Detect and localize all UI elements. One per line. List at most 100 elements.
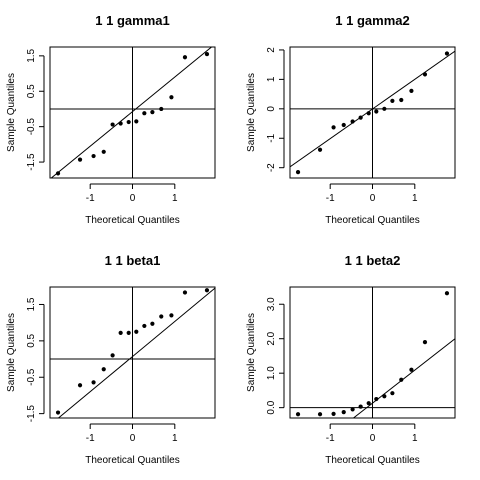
data-point xyxy=(331,411,336,416)
data-point xyxy=(142,111,147,116)
data-point xyxy=(110,122,115,127)
y-tick-label: -1 xyxy=(266,133,277,142)
y-tick-label: 1.0 xyxy=(266,366,277,380)
qq-panel-1: 1 1 gamma1 -1 0 1 -1.5 -0.5 0.5 1.5 Theoretical … xyxy=(6,13,216,226)
x-axis-label: Theoretical Quantiles xyxy=(325,215,420,226)
data-point xyxy=(295,412,301,417)
y-tick-label: -1.5 xyxy=(26,153,37,171)
panel-title: 1 1 beta1 xyxy=(105,253,161,268)
data-point xyxy=(358,404,363,409)
x-tick-label: 1 xyxy=(412,433,418,444)
x-tick-label: -1 xyxy=(86,433,95,444)
data-point xyxy=(159,314,164,319)
y-tick-label: 0.5 xyxy=(26,84,37,98)
y-axis-label: Sample Quantiles xyxy=(6,73,17,152)
data-point xyxy=(409,367,414,372)
data-point xyxy=(101,149,106,154)
data-point xyxy=(150,321,155,326)
data-point xyxy=(142,323,147,329)
y-tick-label: 0.0 xyxy=(266,400,277,414)
data-point xyxy=(358,115,363,120)
data-point xyxy=(55,171,61,176)
x-tick-label: 0 xyxy=(370,433,376,444)
y-tick-label: 0 xyxy=(266,106,277,112)
data-point xyxy=(126,119,131,125)
y-axis-label: Sample Quantiles xyxy=(246,73,257,152)
data-point xyxy=(390,391,395,396)
data-point xyxy=(374,109,379,114)
qq-reference-line xyxy=(58,287,215,418)
data-point xyxy=(91,380,96,385)
data-point xyxy=(118,121,123,126)
data-point xyxy=(341,410,346,415)
y-tick-label: 1.5 xyxy=(26,48,37,62)
panel-title: 1 1 gamma2 xyxy=(335,13,409,28)
x-tick-label: 1 xyxy=(172,193,178,204)
panels-container: 1 1 gamma1 -1 0 1 -1.5 -0.5 0.5 1.5 Theoretical … xyxy=(6,13,456,466)
x-axis-label: Theoretical Quantiles xyxy=(85,215,180,226)
data-point xyxy=(134,329,139,334)
qq-reference-line xyxy=(290,50,455,168)
data-point xyxy=(350,407,355,412)
x-tick-label: -1 xyxy=(326,433,335,444)
data-point xyxy=(77,383,83,388)
data-point xyxy=(204,288,210,293)
data-point xyxy=(118,330,123,335)
data-point xyxy=(331,125,336,130)
data-point xyxy=(169,95,174,100)
data-point xyxy=(159,106,164,112)
panel-title: 1 1 gamma1 xyxy=(95,13,169,28)
x-axis-label: Theoretical Quantiles xyxy=(325,455,420,466)
data-point xyxy=(295,170,301,175)
y-tick-label: 0.5 xyxy=(26,333,37,347)
data-point xyxy=(182,55,188,60)
x-tick-label: 0 xyxy=(130,193,136,204)
y-tick-label: -1.5 xyxy=(26,405,37,423)
y-tick-label: -0.5 xyxy=(26,368,37,386)
y-axis-label: Sample Quantiles xyxy=(6,313,17,392)
data-point xyxy=(399,97,404,103)
data-point xyxy=(169,313,174,318)
data-point xyxy=(390,98,395,103)
data-point xyxy=(150,110,155,115)
y-tick-label: 2 xyxy=(266,47,277,53)
data-point xyxy=(422,72,428,77)
data-point xyxy=(134,119,139,124)
qq-panel-4: 1 1 beta2 -1 0 1 0.0 1.0 2.0 3.0 Theoretical Qua… xyxy=(246,253,456,466)
x-tick-label: -1 xyxy=(86,193,95,204)
data-point xyxy=(444,291,450,296)
data-point xyxy=(91,153,96,159)
x-tick-label: 1 xyxy=(412,193,418,204)
data-point xyxy=(350,119,355,124)
qq-reference-line xyxy=(353,338,455,418)
y-axis-label: Sample Quantiles xyxy=(246,313,257,392)
data-point xyxy=(204,51,210,57)
data-point xyxy=(55,410,61,415)
x-tick-label: -1 xyxy=(326,193,335,204)
data-point xyxy=(341,122,346,128)
x-tick-label: 0 xyxy=(370,193,376,204)
data-point xyxy=(317,147,323,152)
qq-panel-3: 1 1 beta1 -1 0 1 -1.5 -0.5 0.5 1.5 Theoretical Q… xyxy=(6,253,216,466)
data-point xyxy=(77,157,83,162)
data-point xyxy=(422,340,428,345)
x-tick-label: 0 xyxy=(130,433,136,444)
y-tick-label: 1.5 xyxy=(26,297,37,311)
data-point xyxy=(382,394,387,399)
qq-reference-line xyxy=(50,47,213,178)
y-tick-label: 3.0 xyxy=(266,297,277,311)
x-axis-label: Theoretical Quantiles xyxy=(85,455,180,466)
data-point xyxy=(399,377,404,382)
panel-title: 1 1 beta2 xyxy=(345,253,401,268)
y-tick-label: -0.5 xyxy=(26,118,37,136)
data-point xyxy=(409,88,414,93)
data-point xyxy=(182,290,188,295)
data-point xyxy=(317,412,323,417)
data-point xyxy=(366,111,371,116)
data-point xyxy=(374,396,379,402)
data-point xyxy=(101,367,106,372)
data-point xyxy=(382,106,387,111)
data-point xyxy=(444,51,450,56)
data-point xyxy=(366,401,371,406)
